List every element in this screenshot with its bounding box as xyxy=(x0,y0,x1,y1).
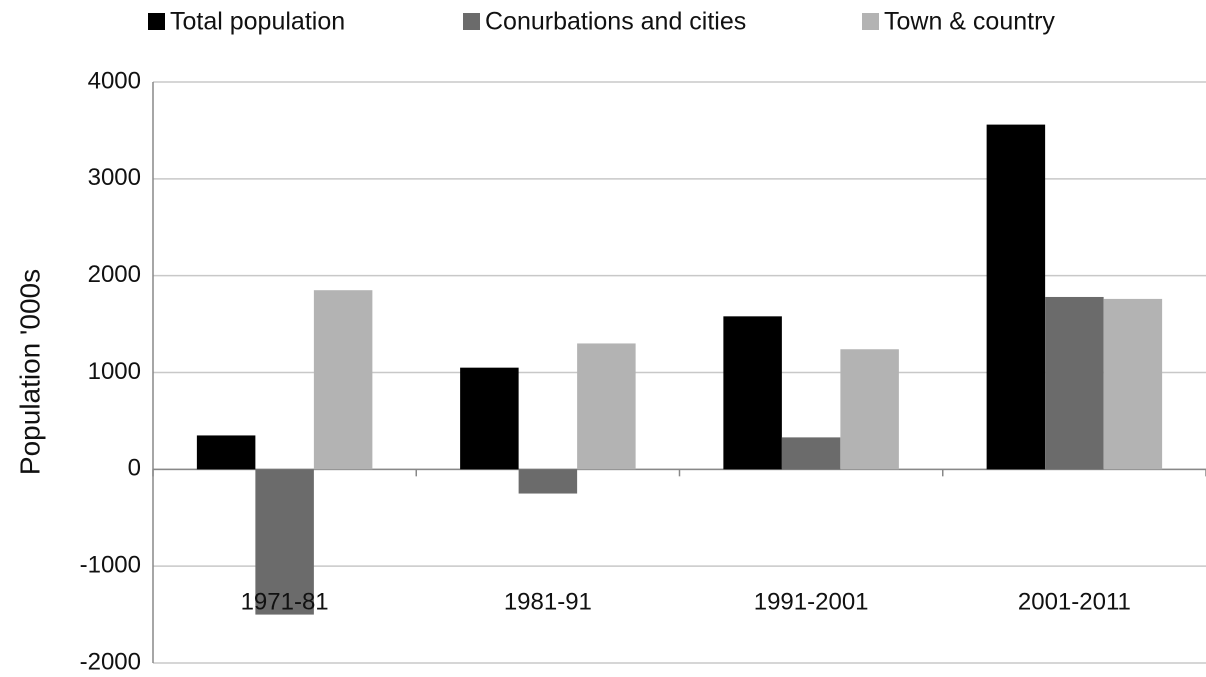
legend-swatch xyxy=(148,13,165,30)
bar xyxy=(196,435,256,470)
bar xyxy=(577,343,636,470)
y-tick-label: -1000 xyxy=(80,552,141,579)
bar xyxy=(1045,296,1104,470)
legend-label: Town & country xyxy=(884,8,1055,36)
x-tick-label: 2001-2011 xyxy=(1018,588,1131,615)
legend-swatch xyxy=(862,13,879,30)
bar xyxy=(518,469,578,494)
y-tick-label: 1000 xyxy=(88,358,141,385)
bar xyxy=(460,367,519,470)
y-tick-label: 3000 xyxy=(88,164,141,191)
legend-swatch xyxy=(463,13,480,30)
x-tick-label: 1991-2001 xyxy=(754,588,869,615)
bar xyxy=(313,290,373,470)
x-tick-label: 1981-91 xyxy=(504,588,592,615)
y-tick-label: 2000 xyxy=(88,261,141,288)
legend-label: Total population xyxy=(170,8,345,36)
bar xyxy=(1103,298,1163,470)
bar xyxy=(781,437,841,470)
y-axis-title: Population '000s xyxy=(14,269,45,475)
y-tick-label: 0 xyxy=(128,455,141,482)
y-tick-label: 4000 xyxy=(88,67,141,94)
legend-label: Conurbations and cities xyxy=(485,8,746,36)
bar xyxy=(255,469,314,615)
bar xyxy=(840,349,899,470)
bar xyxy=(723,316,782,470)
x-tick-label: 1971-81 xyxy=(241,588,329,615)
y-tick-label: -2000 xyxy=(80,648,141,675)
bar xyxy=(986,124,1046,470)
